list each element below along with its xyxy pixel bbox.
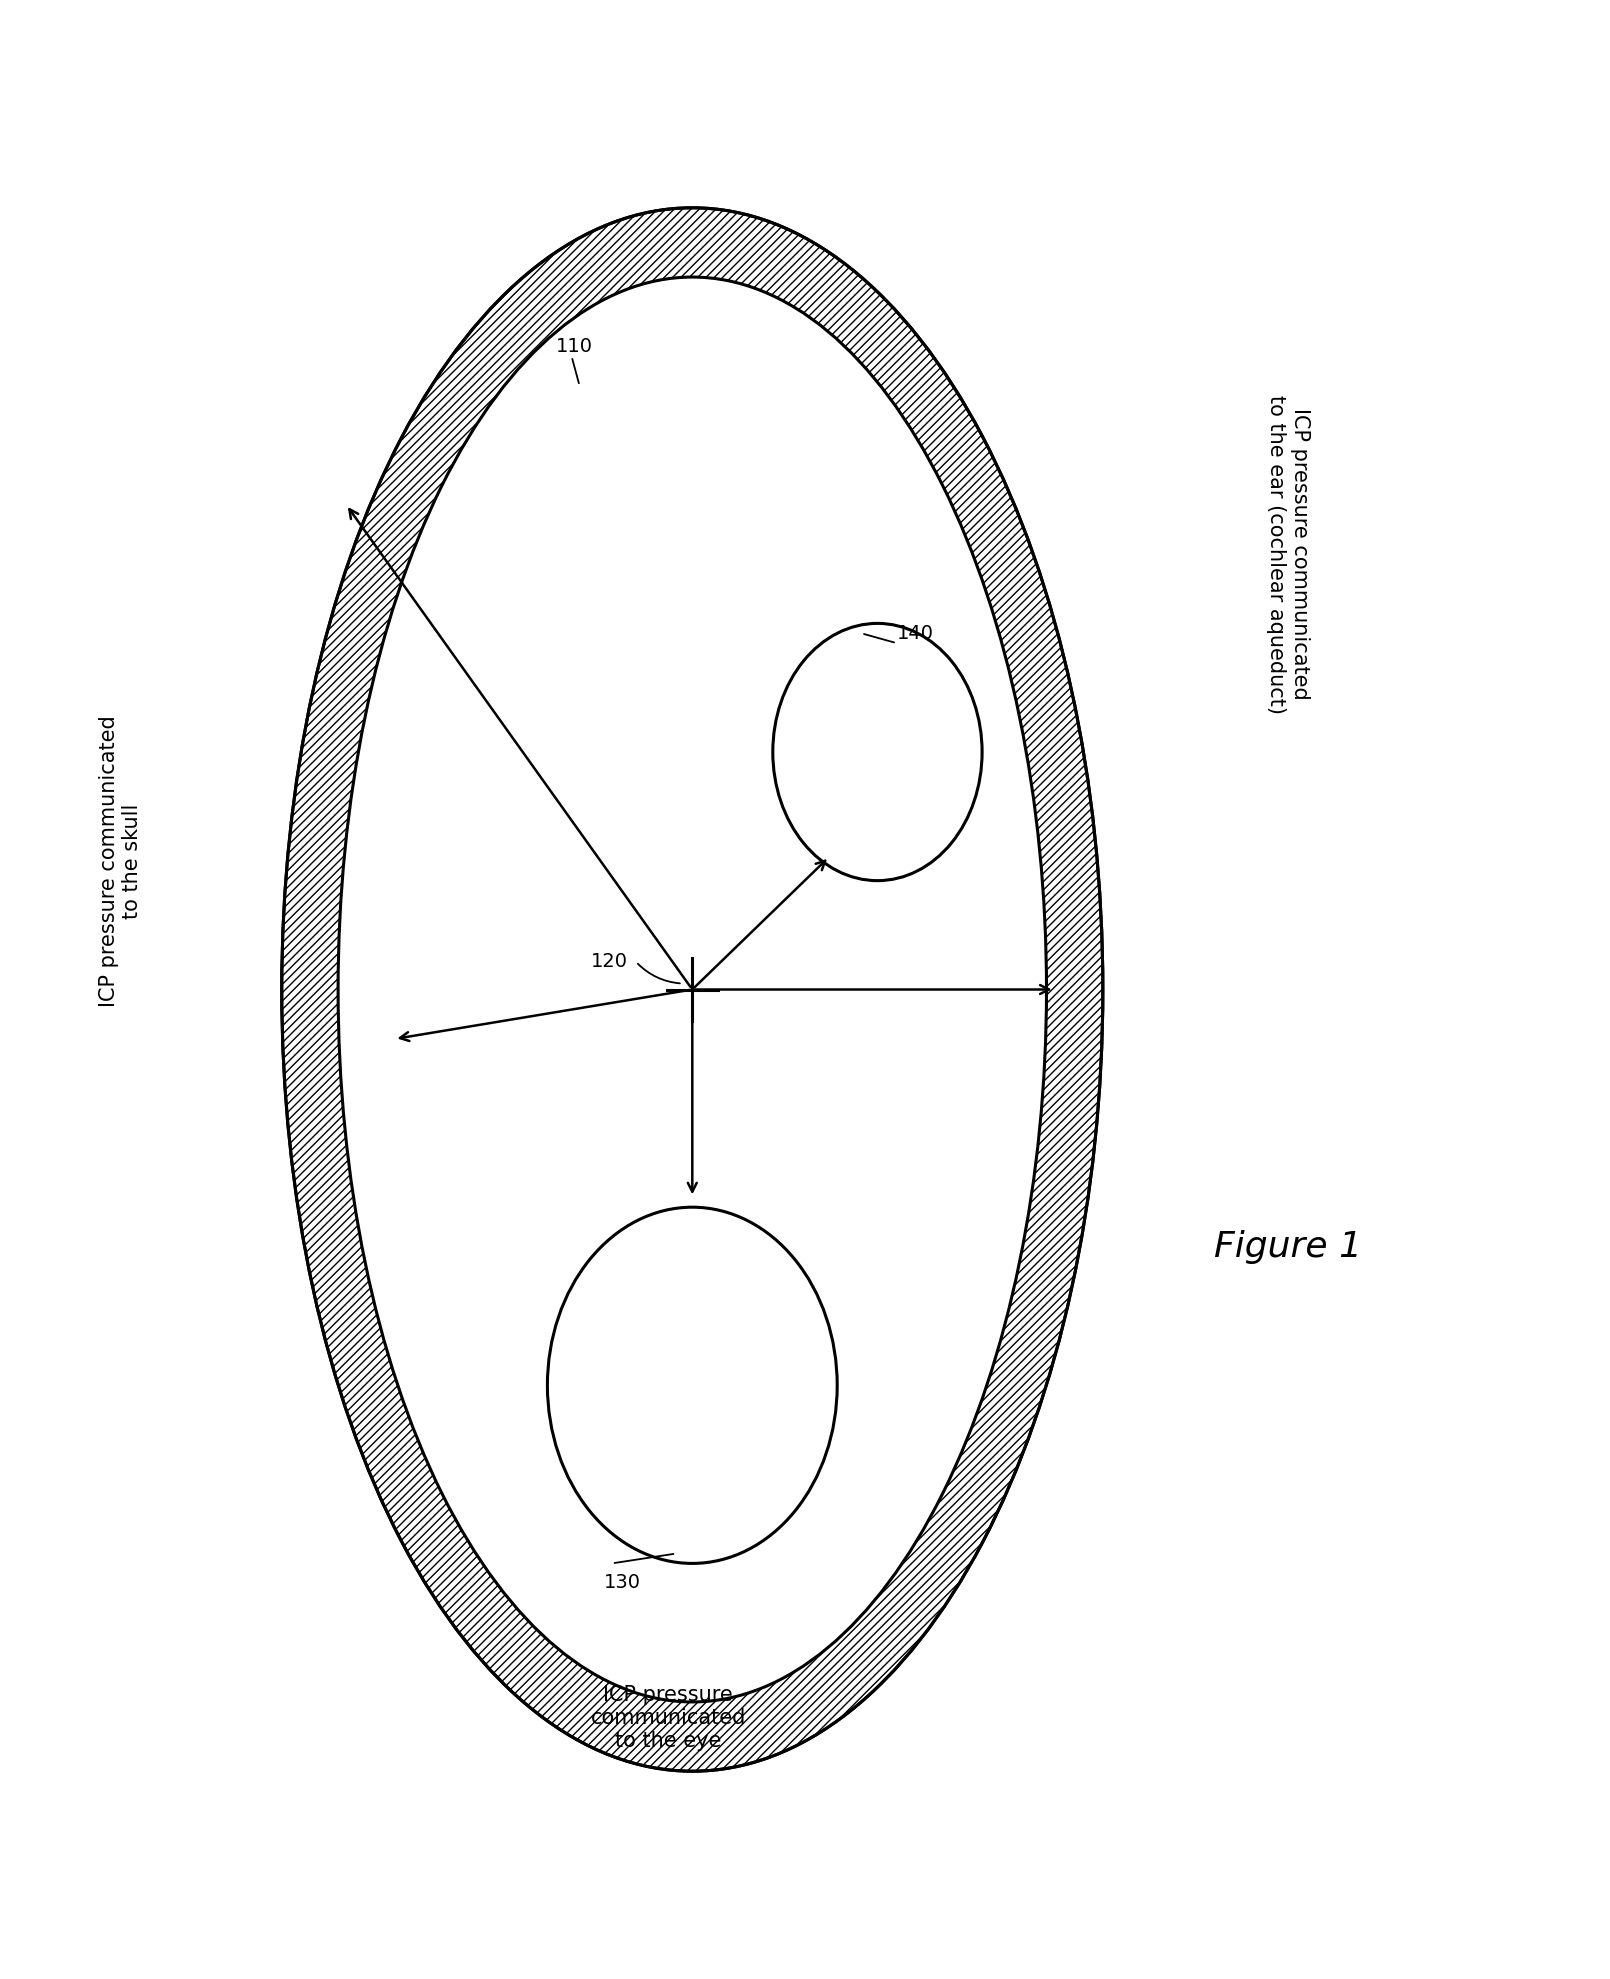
- Text: Figure 1: Figure 1: [1214, 1229, 1362, 1265]
- Circle shape: [547, 1207, 837, 1563]
- Text: 140: 140: [897, 623, 934, 643]
- Text: 120: 120: [591, 952, 628, 972]
- Text: ICP pressure communicated
to the ear (cochlear aqueduct): ICP pressure communicated to the ear (co…: [1267, 394, 1309, 714]
- Circle shape: [773, 623, 982, 881]
- Text: ICP pressure communicated
to the skull: ICP pressure communicated to the skull: [100, 714, 142, 1007]
- Ellipse shape: [338, 277, 1046, 1702]
- Ellipse shape: [282, 208, 1103, 1771]
- Text: 110: 110: [555, 336, 592, 356]
- Text: ICP pressure
communicated
to the eye: ICP pressure communicated to the eye: [591, 1684, 745, 1751]
- Text: 130: 130: [604, 1573, 641, 1593]
